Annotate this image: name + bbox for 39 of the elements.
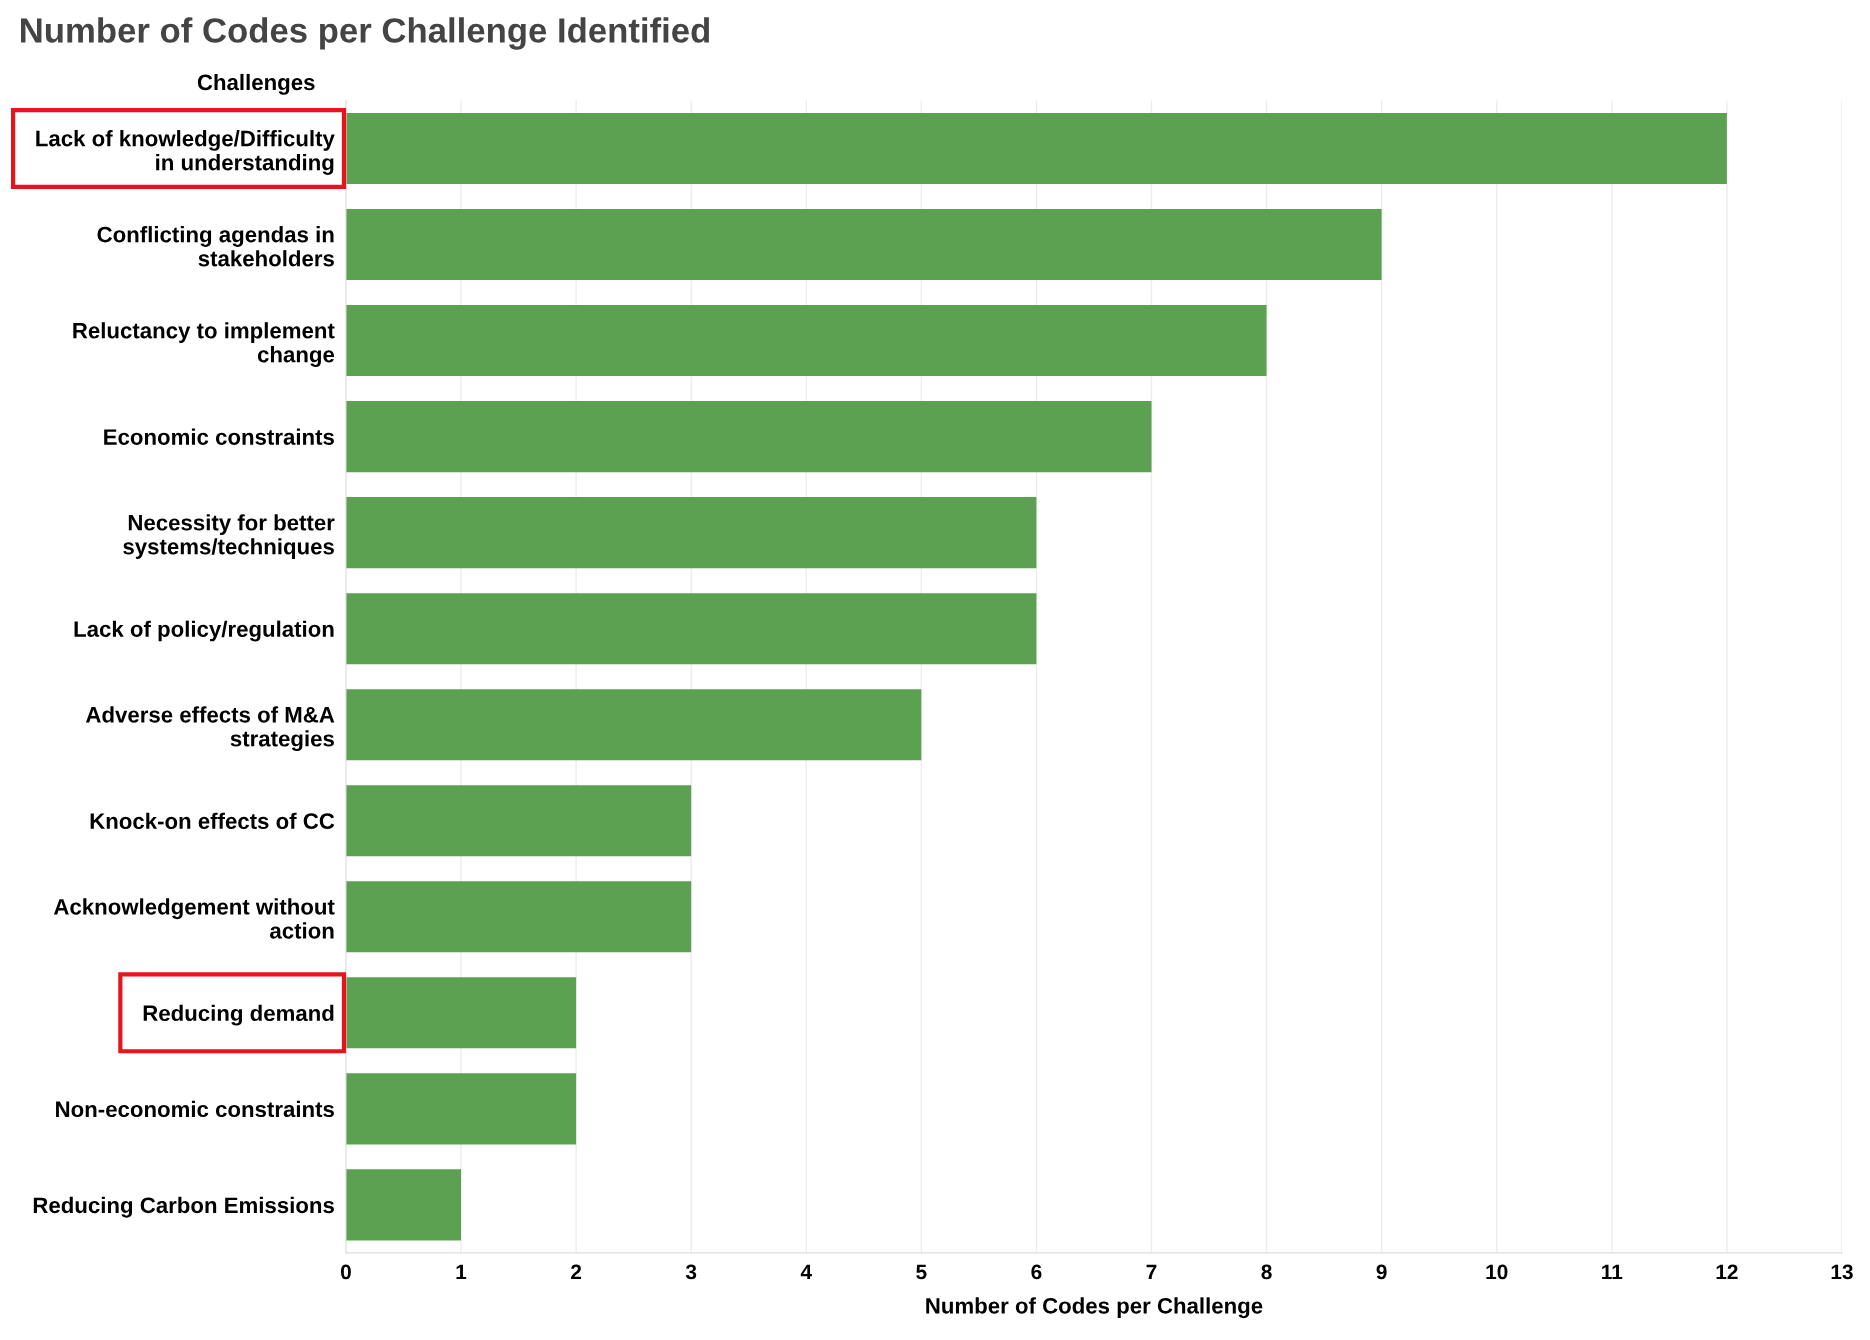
x-tick-label: 6 (1031, 1264, 1042, 1280)
x-tick-label: 1 (456, 1264, 467, 1280)
y-tick-label: Reducing Carbon Emissions (33, 1196, 334, 1218)
y-tick-label: Reducing demand (143, 1004, 334, 1026)
bar (345, 401, 1152, 473)
x-tick-label: 0 (340, 1264, 351, 1280)
y-tick-label: Economic constraints (104, 428, 334, 445)
y-tick-label: Conflicting agendas in stakeholders (97, 226, 334, 267)
bar (345, 305, 1267, 377)
bar (345, 689, 922, 761)
bar (345, 785, 692, 857)
bar (345, 497, 1037, 569)
y-tick-label: Lack of policy/regulation (74, 620, 334, 642)
y-tick-label: Non-economic constraints (56, 1100, 334, 1118)
bar (345, 881, 692, 953)
y-tick-label: Necessity for better systems/techniques (123, 514, 335, 559)
x-tick-label: 9 (1376, 1264, 1387, 1280)
bar (345, 209, 1382, 281)
y-tick-label: Adverse effects of M&A strategies (85, 706, 335, 752)
y-tick-label: Reluctancy to implement change (73, 322, 335, 367)
bar (345, 1169, 462, 1241)
x-tick-label: 7 (1146, 1264, 1157, 1280)
bar (345, 1073, 577, 1145)
y-tick-label: Knock-on effects of CC (90, 812, 335, 830)
x-tick-label: 3 (685, 1264, 697, 1280)
x-tick-label: 8 (1261, 1264, 1272, 1280)
y-tick-label: Acknowledgement without action (53, 898, 335, 939)
y-axis-title: Challenges (197, 73, 315, 95)
x-tick-label: 10 (1486, 1264, 1508, 1280)
x-tick-label: 11 (1602, 1264, 1623, 1280)
x-axis-title: Number of Codes per Challenge (926, 1297, 1263, 1319)
x-tick-label: 12 (1716, 1264, 1738, 1280)
chart-title: Number of Codes per Challenge Identified (21, 17, 710, 50)
x-tick-label: 13 (1831, 1264, 1853, 1280)
x-tick-label: 4 (800, 1264, 812, 1280)
x-tick-label: 2 (571, 1264, 582, 1280)
y-tick-label: Lack of knowledge/Difficulty in understanding (36, 130, 335, 175)
x-tick-label: 5 (916, 1264, 927, 1280)
bar (345, 593, 1037, 665)
